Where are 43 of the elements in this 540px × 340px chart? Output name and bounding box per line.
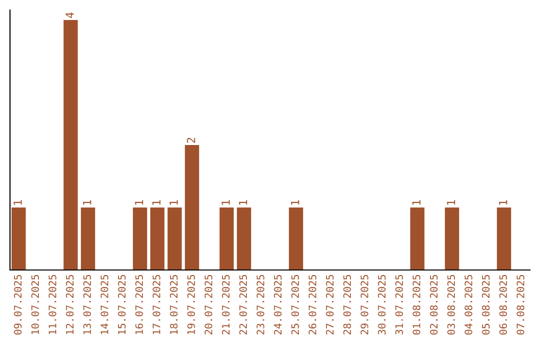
x-tick-label: 28.07.2025	[343, 274, 351, 334]
x-tick-label: 04.08.2025	[464, 274, 472, 335]
x-tick-label: 30.07.2025	[378, 274, 386, 335]
data-label: 1	[238, 200, 248, 205]
data-label: 1	[412, 200, 420, 205]
data-label: 4	[66, 12, 74, 18]
data-label: 1	[170, 200, 178, 205]
x-tick-label: 12.07.2025	[66, 274, 74, 334]
x-tick-label: 19.07.2025	[187, 274, 195, 334]
x-tick-label: 29.07.2025	[360, 274, 368, 334]
x-tick-label: 21.07.2025	[222, 274, 230, 334]
x-tick-label: 25.07.2025	[291, 274, 299, 334]
x-tick-label: 01.08.2025	[412, 274, 420, 335]
x-tick-label: 17.07.2025	[152, 274, 160, 334]
x-tick-label: 02.08.2025	[430, 274, 438, 335]
x-tick-label: 31.07.2025	[395, 274, 403, 335]
data-label: 1	[290, 200, 300, 205]
x-tick-label: 24.07.2025	[274, 274, 282, 334]
data-label: 1	[222, 200, 230, 205]
x-tick-label: 06.08.2025	[499, 274, 507, 335]
data-label: 1	[14, 200, 22, 205]
data-label: 1	[152, 200, 160, 205]
x-tick-label: 23.07.2025	[256, 274, 264, 334]
x-tick-label: 18.07.2025	[170, 274, 178, 334]
x-tick-label: 03.08.2025	[447, 274, 455, 335]
data-label: 1	[82, 200, 92, 205]
data-label: 1	[134, 200, 144, 205]
x-tick-label: 26.07.2025	[308, 274, 316, 334]
x-tick-label: 13.07.2025	[83, 274, 91, 334]
data-label: 1	[446, 200, 456, 205]
x-tick-label: 16.07.2025	[135, 274, 143, 334]
x-tick-label: 15.07.2025	[118, 274, 126, 334]
x-tick-label: 10.07.2025	[31, 274, 39, 334]
x-tick-label: 09.07.2025	[14, 274, 22, 335]
x-tick-label: 20.07.2025	[204, 274, 212, 334]
x-tick-label: 11.07.2025	[48, 274, 56, 334]
data-label: 2	[186, 138, 196, 143]
x-tick-label: 05.08.2025	[482, 274, 490, 335]
x-tick-label: 07.08.2025	[516, 274, 524, 335]
x-tick-label: 14.07.2025	[100, 274, 108, 334]
x-tick-label: 27.07.2025	[326, 274, 334, 334]
x-tick-label: 22.07.2025	[239, 274, 247, 334]
data-label: 1	[498, 200, 508, 205]
